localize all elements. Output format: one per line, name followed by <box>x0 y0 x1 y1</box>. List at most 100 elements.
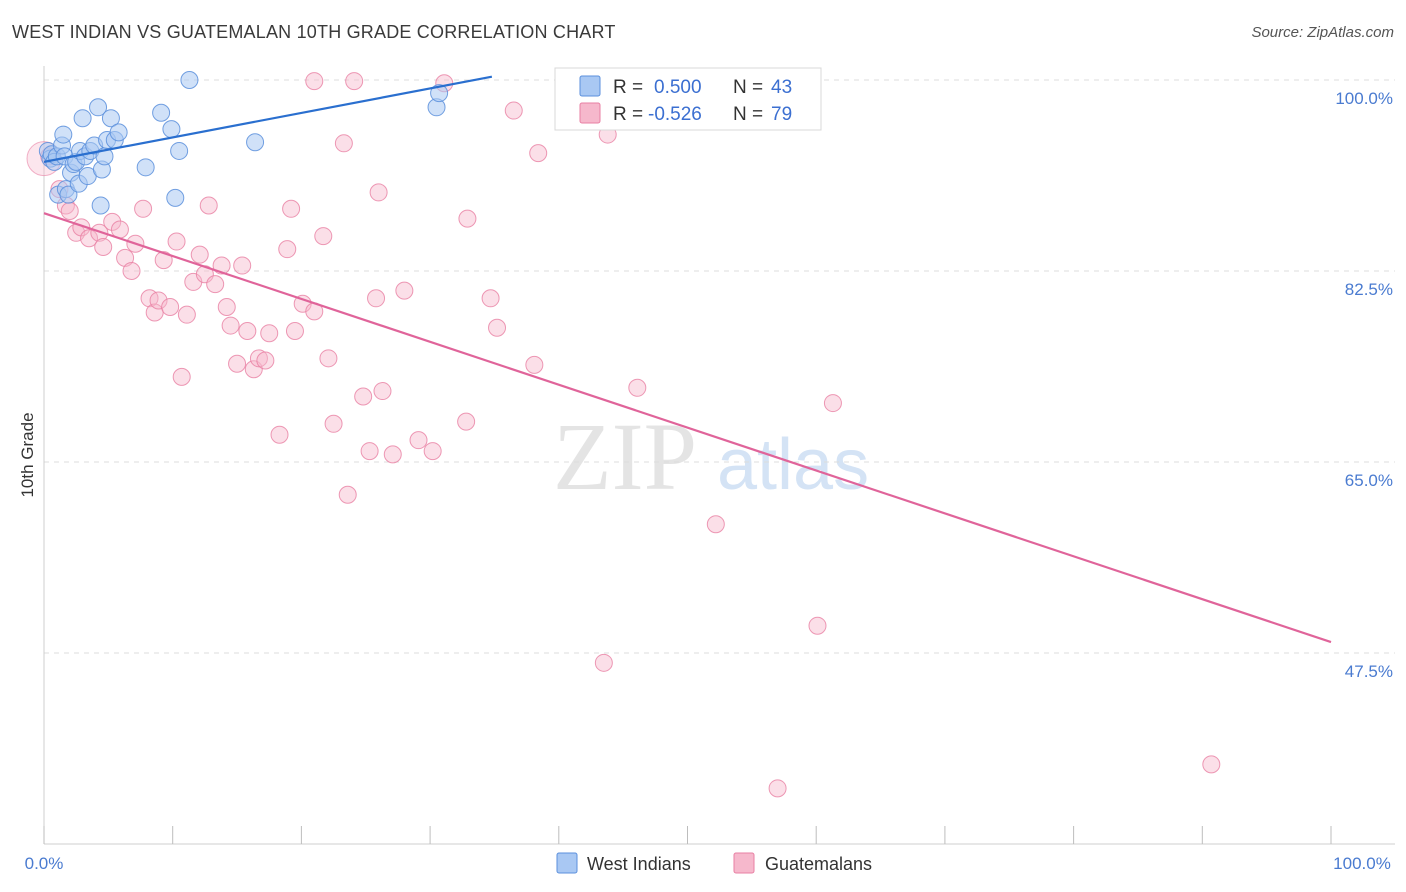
x-tick-label-left: 0.0% <box>25 854 64 873</box>
guatemalans-point-64 <box>525 355 544 374</box>
guatemalans-point-76 <box>345 72 364 91</box>
guatemalans-point-62 <box>488 318 507 337</box>
guatemalans-point-35 <box>249 349 268 368</box>
guatemalans-point-6 <box>80 229 99 248</box>
guatemalans-point-68 <box>628 378 647 397</box>
guatemalans-point-70 <box>768 779 787 798</box>
x-tick-label-right: 100.0% <box>1333 854 1391 873</box>
guatemalans-point-8 <box>94 237 113 256</box>
west-indians-points <box>38 71 449 215</box>
guatemalans-point-55 <box>395 281 414 300</box>
west-indians-point-31 <box>162 120 181 139</box>
guatemalans-point-9 <box>103 212 122 231</box>
guatemalans-point-29 <box>217 298 236 317</box>
guatemalans-point-15 <box>140 289 159 308</box>
y-tick-label-1: 82.5% <box>1345 280 1393 299</box>
guatemalans-point-14 <box>134 199 153 218</box>
guatemalans-point-47 <box>334 134 353 153</box>
west-indians-point-35 <box>246 133 265 152</box>
guatemalans-point-50 <box>360 442 379 461</box>
guatemalans-point-44 <box>314 227 333 246</box>
guatemalans-point-21 <box>172 367 191 386</box>
west-indians-point-34 <box>180 71 199 89</box>
guatemalans-point-59 <box>457 412 476 431</box>
guatemalans-point-45 <box>319 349 338 368</box>
guatemalans-point-52 <box>369 183 388 202</box>
guatemalans-point-36 <box>256 351 275 370</box>
guatemalans-point-69 <box>706 515 725 534</box>
west-indians-point-22 <box>91 196 110 215</box>
watermark-zip: ZIP <box>553 403 697 510</box>
guatemalans-point-27 <box>206 275 225 294</box>
west-indians-point-26 <box>101 109 120 128</box>
y-tick-label-2: 65.0% <box>1345 471 1393 490</box>
guatemalans-point-38 <box>270 425 289 444</box>
guatemalans-point-3 <box>60 201 79 220</box>
watermark-atlas: atlas <box>717 425 869 505</box>
guatemalans-point-19 <box>161 298 180 317</box>
guatemalans-point-72 <box>808 616 827 635</box>
bottom-legend-swatch-blue <box>556 852 578 874</box>
west-indians-point-33 <box>170 141 189 160</box>
guatemalans-point-51 <box>367 289 386 308</box>
legend-r-value-pink: -0.526 <box>648 104 702 125</box>
legend-swatch-blue <box>579 75 601 97</box>
chart-title: WEST INDIAN VS GUATEMALAN 10TH GRADE COR… <box>12 22 616 42</box>
legend-box: R = 0.500 N = 43 R = -0.526 N = 79 <box>554 67 822 131</box>
guatemalans-point-17 <box>149 291 168 310</box>
guatemalans-point-53 <box>373 382 392 401</box>
guatemalans-point-41 <box>285 322 304 341</box>
legend-swatch-pink <box>579 102 601 124</box>
guatemalans-trend-line <box>43 212 1332 644</box>
guatemalans-point-12 <box>122 262 141 280</box>
guatemalans-point-60 <box>458 209 477 228</box>
trend-lines <box>43 75 1332 644</box>
west-indians-point-7 <box>54 125 73 144</box>
legend-n-label-pink: N = <box>733 104 763 125</box>
guatemalans-point-22 <box>177 305 196 324</box>
west-indians-trend-line <box>43 75 493 163</box>
y-tick-label-0: 100.0% <box>1335 89 1393 108</box>
guatemalans-point-32 <box>233 256 252 275</box>
west-indians-point-29 <box>136 158 155 177</box>
guatemalans-point-57 <box>423 442 442 461</box>
west-indians-point-30 <box>152 103 171 122</box>
bottom-legend: West Indians Guatemalans <box>556 852 872 874</box>
guatemalans-point-66 <box>594 653 613 672</box>
guatemalans-point-7 <box>90 223 109 242</box>
west-indians-point-16 <box>73 109 92 128</box>
bottom-legend-swatch-pink <box>733 852 755 874</box>
guatemalans-point-11 <box>116 248 135 267</box>
guatemalans-point-30 <box>221 316 240 335</box>
guatemalans-point-39 <box>278 240 297 259</box>
guatemalans-point-26 <box>199 196 218 215</box>
legend-r-label-blue: R = <box>613 77 643 98</box>
bottom-legend-label-pink: Guatemalans <box>765 854 872 874</box>
west-indians-point-21 <box>89 98 108 117</box>
guatemalans-point-46 <box>324 414 343 433</box>
guatemalans-point-74 <box>1202 755 1221 774</box>
west-indians-point-32 <box>166 188 185 207</box>
y-tick-labels: 100.0% 82.5% 65.0% 47.5% <box>1335 89 1393 681</box>
guatemalans-point-24 <box>190 245 209 264</box>
guatemalans-point-73 <box>823 394 842 413</box>
guatemalans-point-20 <box>167 232 186 251</box>
guatemalans-point-40 <box>282 199 301 218</box>
guatemalans-point-61 <box>481 289 500 308</box>
y-tick-label-3: 47.5% <box>1345 662 1393 681</box>
guatemalans-point-63 <box>504 101 523 120</box>
guatemalans-point-75 <box>305 72 324 91</box>
guatemalans-point-37 <box>260 324 279 343</box>
legend-n-label-blue: N = <box>733 77 763 98</box>
west-indians-point-28 <box>109 123 128 142</box>
guatemalans-point-65 <box>529 144 548 163</box>
bottom-legend-label-blue: West Indians <box>587 854 691 874</box>
guatemalans-point-33 <box>238 322 257 341</box>
axes <box>43 66 1395 845</box>
guatemalans-point-49 <box>354 387 373 406</box>
x-ticks <box>43 826 1332 844</box>
guatemalans-point-31 <box>228 354 247 373</box>
west-indians-point-37 <box>430 84 449 103</box>
legend-r-value-blue: 0.500 <box>654 77 702 98</box>
